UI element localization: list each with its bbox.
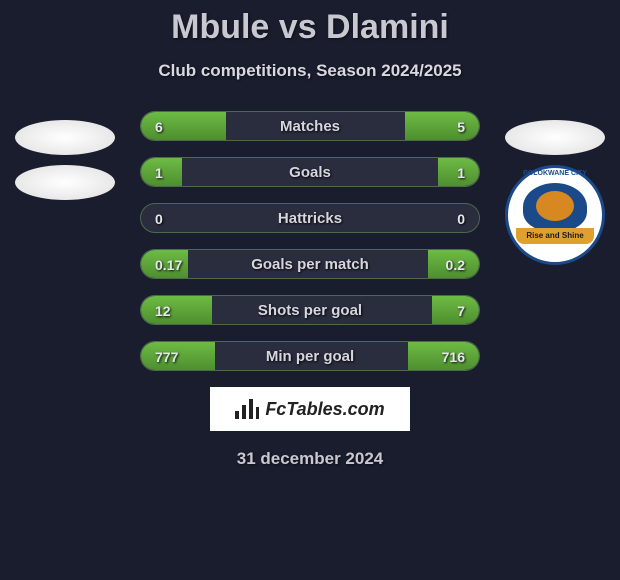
club-badge-icon: POLOKWANE CITY Rise and Shine — [505, 165, 605, 265]
right-club-logos: POLOKWANE CITY Rise and Shine — [500, 110, 610, 275]
stats-comparison: 65Matches 11Goals 00Hattricks 0.170.2Goals … — [140, 111, 480, 371]
brand-logo-icon — [235, 399, 259, 419]
stat-row: 777716Min per goal — [140, 341, 480, 371]
left-club-logos — [10, 110, 120, 210]
stat-row: 0.170.2Goals per match — [140, 249, 480, 279]
stat-label: Goals per match — [141, 250, 479, 278]
stat-row: 65Matches — [140, 111, 480, 141]
stat-row: 11Goals — [140, 157, 480, 187]
club-badge-icon — [15, 120, 115, 155]
stat-label: Goals — [141, 158, 479, 186]
club-badge-icon — [505, 120, 605, 155]
badge-inner-shape — [536, 191, 574, 221]
brand-text: FcTables.com — [265, 399, 384, 420]
stat-row: 00Hattricks — [140, 203, 480, 233]
stat-label: Hattricks — [141, 204, 479, 232]
subtitle: Club competitions, Season 2024/2025 — [0, 61, 620, 81]
badge-banner-text: Rise and Shine — [516, 228, 594, 244]
club-badge-icon — [15, 165, 115, 200]
stat-label: Shots per goal — [141, 296, 479, 324]
page-title: Mbule vs Dlamini — [0, 0, 620, 47]
badge-top-text: POLOKWANE CITY — [508, 170, 602, 177]
stat-label: Matches — [141, 112, 479, 140]
brand-badge: FcTables.com — [210, 387, 410, 431]
date-text: 31 december 2024 — [0, 449, 620, 469]
stat-label: Min per goal — [141, 342, 479, 370]
stat-row: 127Shots per goal — [140, 295, 480, 325]
